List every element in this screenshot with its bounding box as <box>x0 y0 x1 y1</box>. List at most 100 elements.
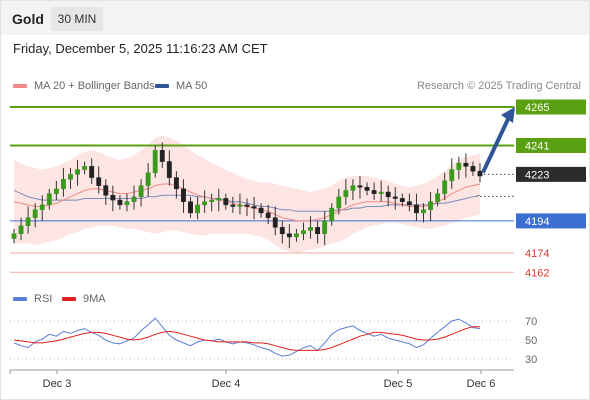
x-tick-label: Dec 4 <box>212 378 241 390</box>
candle <box>286 233 292 238</box>
candle <box>159 150 165 162</box>
candle <box>223 198 229 206</box>
timeframe-button[interactable]: 30 MIN <box>51 7 103 31</box>
candle <box>188 201 193 214</box>
x-tick-label: Dec 6 <box>467 378 496 390</box>
level-label-4174: 4174 <box>525 248 549 260</box>
candle <box>117 199 123 206</box>
legend-swatch-rsi <box>13 297 27 301</box>
candle <box>470 166 476 172</box>
candle <box>308 227 313 231</box>
top-bar: Gold 30 MIN <box>1 1 589 35</box>
candle <box>421 209 426 214</box>
candle <box>152 150 158 174</box>
candle <box>216 198 222 201</box>
candle <box>18 225 24 234</box>
candle <box>39 204 45 210</box>
candle <box>53 188 59 194</box>
candle <box>350 185 356 191</box>
candle <box>202 201 208 206</box>
candle <box>110 194 116 201</box>
candle <box>82 166 88 170</box>
candle <box>244 204 250 207</box>
candle <box>371 190 377 194</box>
research-credit: Research © 2025 Trading Central <box>416 80 581 92</box>
legend-label-ma50: MA 50 <box>176 80 208 92</box>
legend-swatch-9ma <box>62 297 76 301</box>
candle <box>385 191 391 198</box>
legend-label-ma20: MA 20 + Bollinger Bands <box>34 80 155 92</box>
rsi-tick-30: 30 <box>525 354 537 366</box>
legend-ma20-bb: MA 20 + Bollinger Bands <box>13 80 155 92</box>
legend-label-9ma: 9MA <box>83 293 106 305</box>
candle <box>166 161 172 178</box>
candle <box>209 199 215 202</box>
candle <box>68 174 73 180</box>
candle <box>181 188 186 202</box>
candle <box>272 217 278 228</box>
candle <box>322 220 328 234</box>
candle <box>103 185 109 196</box>
legend-swatch-ma20 <box>13 84 27 88</box>
candle <box>32 209 38 218</box>
legend-label-rsi: RSI <box>34 293 53 305</box>
candle <box>414 204 419 214</box>
projection-arrow-shaft <box>481 116 511 174</box>
candle <box>131 196 137 202</box>
x-tick-label: Dec 3 <box>43 378 72 390</box>
candle <box>378 191 384 194</box>
candle <box>237 204 243 207</box>
candle <box>138 185 144 198</box>
candle <box>329 207 335 222</box>
candle <box>230 204 236 207</box>
candle <box>46 193 52 206</box>
chart-datetime: Friday, December 5, 2025 11:16:23 AM CET <box>13 41 268 56</box>
candle <box>251 206 257 209</box>
level-label-4223: 4223 <box>525 169 549 181</box>
candle <box>124 201 130 206</box>
level-tag-4223 <box>516 166 586 182</box>
candle <box>449 169 455 182</box>
level-tag-4265 <box>516 99 586 115</box>
bollinger-band <box>14 135 480 253</box>
candle <box>364 186 370 191</box>
level-tag-4241 <box>516 138 586 154</box>
candle <box>75 169 80 175</box>
level-label-4162: 4162 <box>525 267 549 279</box>
legend-swatch-ma50 <box>155 84 169 88</box>
candle <box>301 230 306 234</box>
legend-rsi: RSI <box>13 293 52 305</box>
candle <box>293 233 299 238</box>
candle <box>265 212 271 218</box>
candle <box>392 196 398 199</box>
candle <box>315 227 321 234</box>
candle <box>279 227 285 234</box>
level-label-4265: 4265 <box>525 102 549 114</box>
candle <box>463 162 469 167</box>
x-tick-label: Dec 5 <box>384 378 413 390</box>
candle <box>336 196 342 209</box>
candle <box>428 201 434 210</box>
candle <box>343 190 349 198</box>
level-tag-4194 <box>516 213 586 229</box>
legend-ma50: MA 50 <box>155 80 207 92</box>
candle <box>96 177 102 186</box>
candle <box>406 201 412 206</box>
candle <box>145 172 151 186</box>
rsi-tick-70: 70 <box>525 316 537 328</box>
candle <box>60 178 66 190</box>
rsi-9ma-line <box>13 326 480 351</box>
level-label-4241: 4241 <box>525 141 549 153</box>
candle <box>456 162 462 170</box>
candle <box>11 233 17 239</box>
rsi-tick-50: 50 <box>525 335 537 347</box>
projection-arrow-head <box>501 107 515 123</box>
candle <box>195 204 201 214</box>
legend-9ma: 9MA <box>62 293 106 305</box>
candle <box>258 207 264 214</box>
candle <box>399 198 405 202</box>
candle <box>435 193 441 202</box>
candle <box>442 180 448 194</box>
candle <box>89 166 95 178</box>
